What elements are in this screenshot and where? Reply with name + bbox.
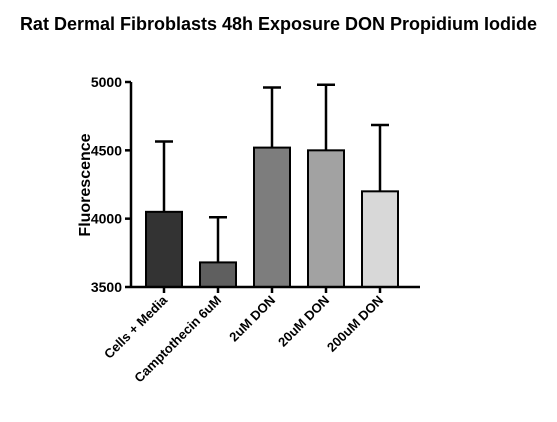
x-category-label: 20uM DON (275, 293, 332, 350)
y-tick-label: 4000 (91, 211, 122, 227)
bar (145, 210, 183, 288)
x-category-label: 200uM DON (324, 293, 386, 355)
bar (199, 261, 237, 288)
y-axis-title: Fluorescence (77, 133, 94, 236)
bar (361, 190, 399, 288)
chart-title: Rat Dermal Fibroblasts 48h Exposure DON … (19, 14, 538, 34)
y-tick-label: 3500 (91, 279, 122, 295)
bar (253, 146, 291, 288)
y-tick-label: 4500 (91, 142, 122, 158)
bar (307, 149, 345, 288)
y-tick-label: 5000 (91, 74, 122, 90)
x-category-label: 2uM DON (226, 293, 278, 345)
